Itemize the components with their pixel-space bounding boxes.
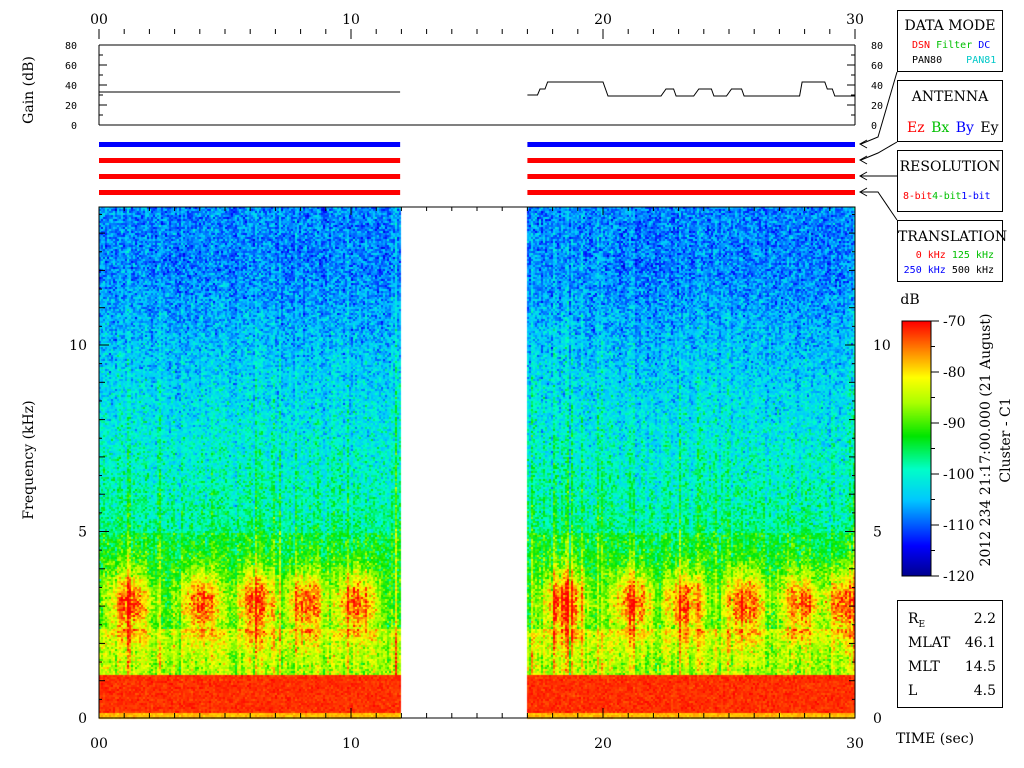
left-gain-tick-label: 40 (65, 81, 77, 92)
top-x-tick-label: 00 (90, 12, 108, 28)
mode-bar (99, 158, 401, 163)
translation-125khz: 125 kHz (951, 250, 994, 261)
colorbar-frame (901, 320, 932, 577)
ephemeris-value-mlat: 46.1 (964, 635, 996, 651)
right-freq-tick-label: 10 (873, 338, 891, 354)
connector-arrowhead (858, 155, 868, 165)
right-gain-tick-label: 20 (871, 101, 883, 112)
resolution-box: RESOLUTION 8-bit4-bit1-bit (897, 150, 1003, 212)
right-gain-tick-label: 60 (871, 61, 883, 72)
colorbar-tick-label: -120 (943, 569, 974, 585)
data-mode-pan81: PAN81 (966, 55, 997, 66)
bottom-x-tick-label: 10 (342, 736, 360, 752)
mode-bar (527, 190, 855, 195)
resolution-row: 8-bit4-bit1-bit (903, 191, 991, 202)
y-axis-label: Frequency (kHz) (21, 400, 37, 519)
colorbar-tick-label: -80 (943, 365, 966, 381)
resolution-8bit: 8-bit (903, 191, 933, 202)
ephemeris-value-re: 2.2 (973, 611, 996, 627)
left-gain-tick-label: 80 (65, 41, 77, 52)
colorbar-tick-label: -100 (943, 467, 974, 483)
data-mode-title: DATA MODE (904, 18, 996, 34)
right-gain-tick-label: 80 (871, 41, 883, 52)
top-x-tick-label: 30 (846, 12, 864, 28)
top-x-tick-label: 10 (342, 12, 360, 28)
ephemeris-label-re: RE (908, 611, 926, 630)
resolution-1bit: 1-bit (961, 191, 991, 202)
top-x-tick-label: 20 (594, 12, 612, 28)
resolution-4bit: 4-bit (932, 191, 962, 202)
mode-bar (99, 174, 401, 179)
ephemeris-value-l: 4.5 (973, 683, 996, 699)
left-gain-tick-label: 20 (65, 101, 77, 112)
gain-axis-label: Gain (dB) (21, 56, 37, 124)
data-mode-box: DATA MODE DSN Filter DC PAN80 PAN81 (897, 10, 1003, 72)
left-gain-tick-label: 0 (71, 121, 77, 132)
right-freq-tick-label: 5 (873, 525, 882, 541)
data-mode-dc: DC (978, 40, 991, 51)
mode-bar (527, 142, 855, 147)
colorbar-tick-label: -110 (943, 518, 974, 534)
ephemeris-box: RE 2.2 MLAT 46.1 MLT 14.5 L 4.5 (897, 600, 1003, 708)
side-label-timestamp: 2012 234 21:17:00.000 (21 August) (978, 314, 994, 567)
side-label-spacecraft: Cluster - C1 (998, 397, 1014, 482)
colorbar-tick-label: -70 (943, 314, 966, 330)
connector-arrowhead (858, 139, 868, 149)
mode-bar (527, 174, 855, 179)
resolution-title: RESOLUTION (899, 159, 1001, 175)
data-mode-row2: PAN80 PAN81 (912, 55, 996, 66)
right-freq-tick-label: 0 (873, 711, 882, 727)
ephemeris-label-mlat: MLAT (908, 635, 951, 651)
right-gain-tick-label: 0 (871, 121, 877, 132)
antenna-title: ANTENNA (911, 89, 989, 105)
antenna-ez: Ez (907, 120, 925, 136)
translation-box: TRANSLATION 0 kHz 125 kHz 250 kHz 500 kH… (897, 220, 1008, 282)
colorbar-unit-label: dB (900, 292, 919, 308)
translation-row1: 0 kHz 125 kHz (916, 250, 994, 261)
left-freq-tick-label: 0 (78, 711, 87, 727)
data-mode-pan80: PAN80 (912, 55, 943, 66)
translation-500khz: 500 kHz (951, 265, 994, 276)
mode-bar (99, 190, 401, 195)
left-gain-tick-label: 60 (65, 61, 77, 72)
mode-bar (527, 158, 855, 163)
translation-0khz: 0 kHz (915, 250, 946, 261)
data-mode-dsn: DSN (912, 40, 931, 51)
colorbar-tick-label: -90 (943, 416, 966, 432)
connector-arrowhead (858, 187, 868, 197)
x-axis-label: TIME (sec) (896, 731, 974, 747)
bottom-x-tick-label: 30 (846, 736, 864, 752)
gain-line-segment-2 (527, 81, 855, 97)
left-freq-tick-label: 5 (78, 525, 87, 541)
bottom-x-tick-label: 00 (90, 736, 108, 752)
connector-data-mode (860, 71, 898, 145)
bottom-x-tick-label: 20 (594, 736, 612, 752)
antenna-box: ANTENNA Ez Bx By Ey (897, 80, 1003, 142)
antenna-ey: Ey (980, 120, 999, 136)
translation-250khz: 250 kHz (903, 265, 946, 276)
translation-row2: 250 kHz 500 kHz (904, 265, 994, 276)
ephemeris-value-mlt: 14.5 (964, 659, 996, 675)
translation-title: TRANSLATION (898, 229, 1008, 245)
ephemeris-label-l: L (908, 683, 918, 699)
antenna-row: Ez Bx By Ey (907, 120, 999, 136)
spectrogram-frame (98, 206, 856, 719)
ephemeris-label-mlt: MLT (908, 659, 940, 675)
antenna-by: By (955, 120, 974, 136)
data-mode-row1: DSN Filter DC (912, 40, 990, 51)
connector-antenna (860, 141, 898, 161)
mode-bar (99, 142, 401, 147)
antenna-bx: Bx (931, 120, 950, 136)
connector-arrowhead (858, 171, 868, 181)
right-gain-tick-label: 40 (871, 81, 883, 92)
connector-translation (861, 191, 898, 221)
data-mode-filter: Filter (936, 40, 973, 51)
left-freq-tick-label: 10 (69, 338, 87, 354)
